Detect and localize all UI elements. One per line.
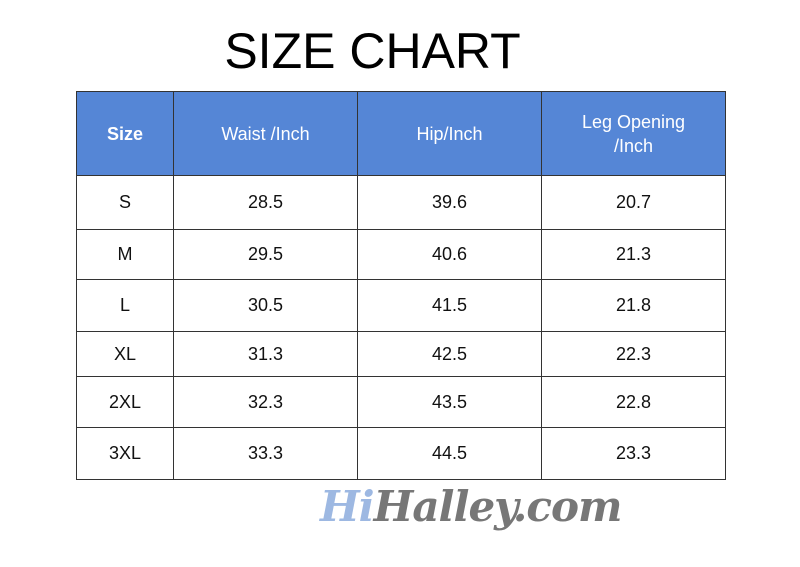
table-cell: 22.8	[541, 376, 726, 428]
table-cell: 40.6	[357, 229, 542, 280]
table-cell: 29.5	[173, 229, 358, 280]
page-title: SIZE CHART	[224, 23, 521, 79]
table-cell: S	[76, 175, 174, 230]
table-cell: 32.3	[173, 376, 358, 428]
table-row: M 29.5 40.6 21.3	[76, 229, 726, 280]
header-hip: Hip/Inch	[357, 91, 542, 176]
table-cell: XL	[76, 331, 174, 377]
table-cell: 43.5	[357, 376, 542, 428]
header-leg-opening-label: Leg Opening /Inch	[581, 111, 686, 156]
table-row: S 28.5 39.6 20.7	[76, 175, 726, 230]
table-cell: 21.3	[541, 229, 726, 280]
watermark-part2: Halley.com	[373, 482, 623, 531]
table-cell: 33.3	[173, 427, 358, 480]
table-cell: 31.3	[173, 331, 358, 377]
table-cell: L	[76, 279, 174, 332]
table-cell: 21.8	[541, 279, 726, 332]
table-cell: M	[76, 229, 174, 280]
table-cell: 30.5	[173, 279, 358, 332]
table-cell: 44.5	[357, 427, 542, 480]
table-row: 3XL 33.3 44.5 23.3	[76, 427, 726, 480]
watermark-part1: Hi	[320, 482, 375, 531]
table-cell: 41.5	[357, 279, 542, 332]
table-cell: 23.3	[541, 427, 726, 480]
table-cell: 20.7	[541, 175, 726, 230]
header-waist: Waist /Inch	[173, 91, 358, 176]
watermark-logo: HiHalley.com	[320, 482, 623, 532]
header-size: Size	[76, 91, 174, 176]
table-row: L 30.5 41.5 21.8	[76, 279, 726, 332]
table-cell: 3XL	[76, 427, 174, 480]
header-row: Size Waist /Inch Hip/Inch Leg Opening /I…	[76, 91, 726, 176]
size-chart-table: Size Waist /Inch Hip/Inch Leg Opening /I…	[76, 91, 726, 480]
table-row: 2XL 32.3 43.5 22.8	[76, 376, 726, 428]
table-cell: 2XL	[76, 376, 174, 428]
header-leg-opening: Leg Opening /Inch	[541, 91, 726, 176]
table-cell: 42.5	[357, 331, 542, 377]
table-cell: 39.6	[357, 175, 542, 230]
table-row: XL 31.3 42.5 22.3	[76, 331, 726, 377]
table-cell: 22.3	[541, 331, 726, 377]
table-cell: 28.5	[173, 175, 358, 230]
